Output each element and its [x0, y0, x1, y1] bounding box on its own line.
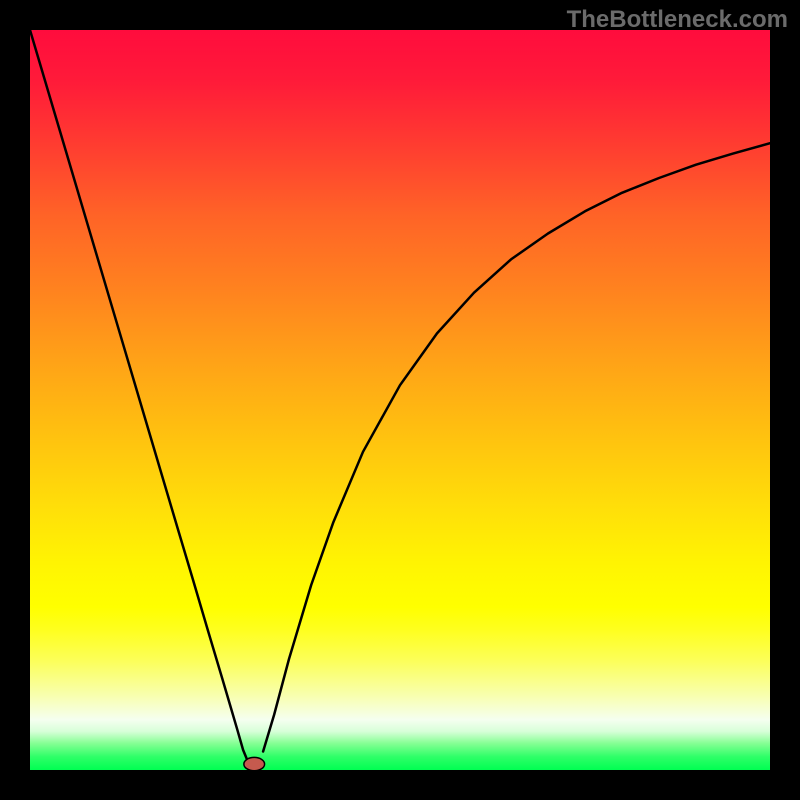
gradient-background: [30, 30, 770, 770]
chart-container: TheBottleneck.com: [0, 0, 800, 800]
minimum-marker: [244, 757, 265, 770]
chart-svg: [30, 30, 770, 770]
plot-area: [30, 30, 770, 770]
